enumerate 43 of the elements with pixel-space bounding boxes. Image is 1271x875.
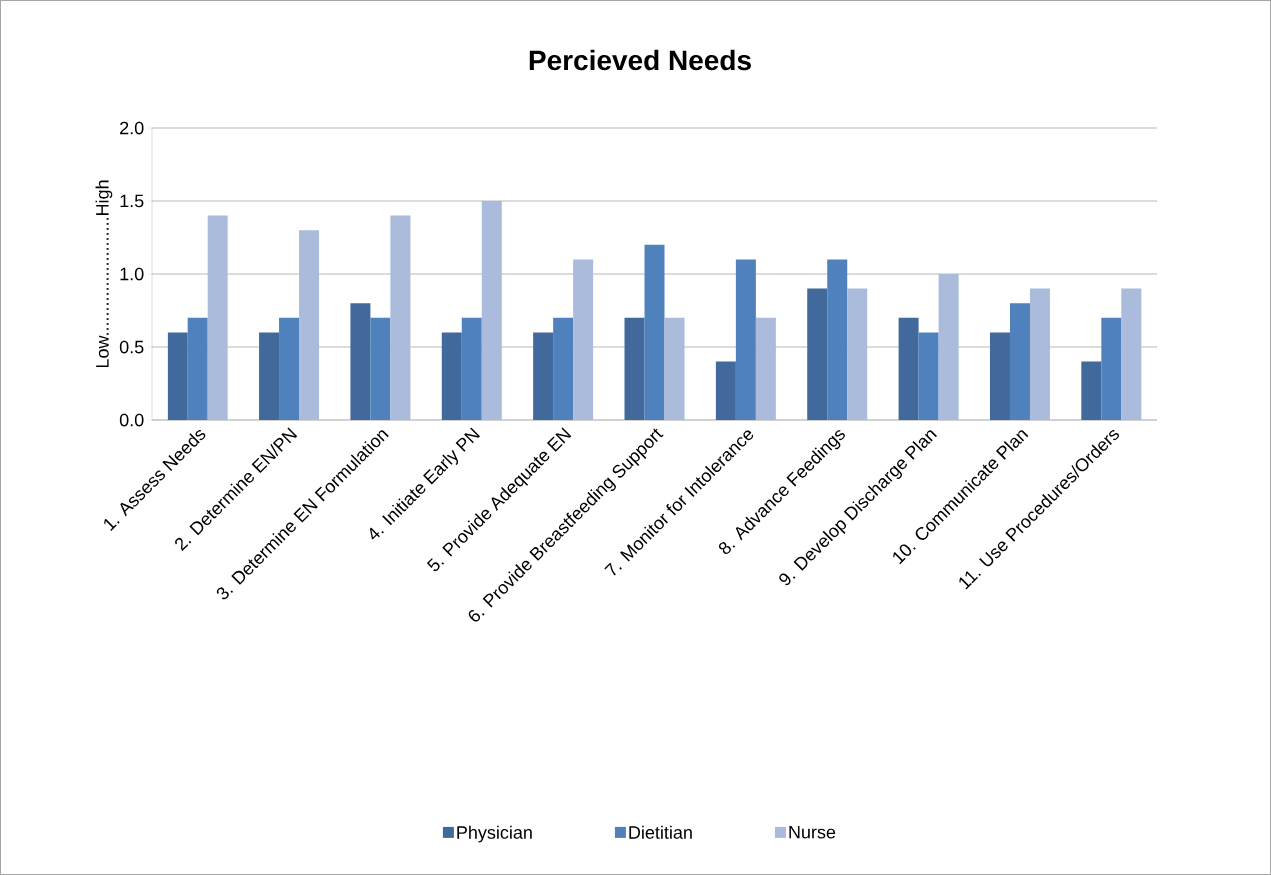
bar — [1009, 303, 1030, 421]
y-tick-label: 0.0 — [119, 413, 144, 427]
y-tick-label: 0.5 — [119, 340, 144, 354]
bar — [533, 332, 554, 421]
bar — [1101, 317, 1122, 421]
bar — [573, 259, 594, 421]
bar — [350, 303, 371, 421]
bar — [461, 317, 482, 421]
bar — [1121, 288, 1142, 421]
legend-label: Physician — [457, 825, 532, 843]
bar — [938, 274, 959, 421]
bar — [390, 215, 411, 421]
bar — [847, 288, 868, 421]
bar — [644, 244, 665, 421]
bar — [279, 317, 300, 421]
chart-title: Percieved Needs — [529, 49, 751, 71]
y-tick-label: 2.0 — [120, 121, 144, 135]
bar — [441, 332, 462, 421]
bar — [735, 259, 756, 421]
bar — [755, 317, 776, 421]
bar — [370, 317, 391, 421]
legend-label: Nurse — [789, 825, 836, 839]
bar — [207, 215, 228, 421]
bar — [187, 317, 208, 421]
bar — [898, 317, 919, 421]
y-tick-label: 1.5 — [120, 194, 144, 208]
legend-label: Dietitian — [629, 825, 692, 839]
bar — [807, 288, 828, 421]
bar — [481, 201, 502, 421]
y-axis-title: Low........................High — [95, 180, 113, 368]
bar — [664, 317, 685, 421]
bar — [624, 317, 645, 421]
y-tick-label: 1.0 — [120, 267, 144, 281]
bar — [553, 317, 574, 421]
bar — [827, 259, 848, 421]
bar — [989, 332, 1010, 421]
bar — [918, 332, 939, 421]
bar — [299, 230, 320, 421]
bar — [1029, 288, 1050, 421]
bar — [167, 332, 188, 421]
bar — [715, 361, 736, 421]
bar — [259, 332, 280, 421]
bar — [1081, 361, 1102, 421]
